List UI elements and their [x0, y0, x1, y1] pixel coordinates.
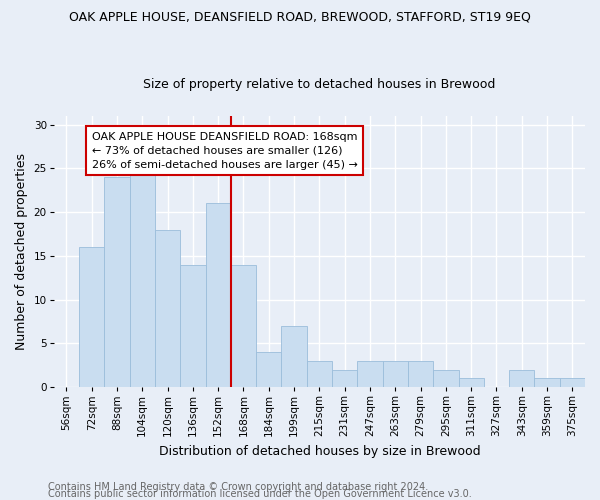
- Bar: [256, 352, 281, 387]
- Bar: [433, 370, 458, 387]
- Bar: [535, 378, 560, 387]
- Bar: [332, 370, 358, 387]
- X-axis label: Distribution of detached houses by size in Brewood: Distribution of detached houses by size …: [158, 444, 480, 458]
- Bar: [155, 230, 180, 387]
- Y-axis label: Number of detached properties: Number of detached properties: [15, 153, 28, 350]
- Title: Size of property relative to detached houses in Brewood: Size of property relative to detached ho…: [143, 78, 496, 91]
- Bar: [231, 264, 256, 387]
- Bar: [79, 247, 104, 387]
- Bar: [206, 204, 231, 387]
- Bar: [560, 378, 585, 387]
- Bar: [130, 168, 155, 387]
- Bar: [307, 361, 332, 387]
- Bar: [281, 326, 307, 387]
- Bar: [104, 177, 130, 387]
- Bar: [383, 361, 408, 387]
- Bar: [509, 370, 535, 387]
- Bar: [358, 361, 383, 387]
- Bar: [180, 264, 206, 387]
- Text: Contains public sector information licensed under the Open Government Licence v3: Contains public sector information licen…: [48, 489, 472, 499]
- Text: OAK APPLE HOUSE DEANSFIELD ROAD: 168sqm
← 73% of detached houses are smaller (12: OAK APPLE HOUSE DEANSFIELD ROAD: 168sqm …: [92, 132, 358, 170]
- Text: OAK APPLE HOUSE, DEANSFIELD ROAD, BREWOOD, STAFFORD, ST19 9EQ: OAK APPLE HOUSE, DEANSFIELD ROAD, BREWOO…: [69, 10, 531, 23]
- Bar: [458, 378, 484, 387]
- Bar: [408, 361, 433, 387]
- Text: Contains HM Land Registry data © Crown copyright and database right 2024.: Contains HM Land Registry data © Crown c…: [48, 482, 428, 492]
